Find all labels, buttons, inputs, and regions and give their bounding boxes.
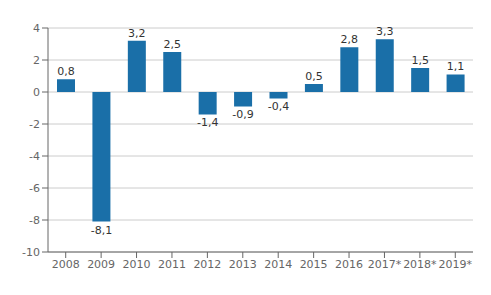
svg-text:2010: 2010 <box>123 258 151 271</box>
svg-text:-10: -10 <box>22 246 40 259</box>
svg-text:0,8: 0,8 <box>57 65 75 78</box>
svg-text:1,5: 1,5 <box>411 54 429 67</box>
svg-text:2017*: 2017* <box>368 258 402 271</box>
svg-text:2: 2 <box>33 54 40 67</box>
svg-text:2009: 2009 <box>87 258 115 271</box>
svg-text:2014: 2014 <box>264 258 292 271</box>
svg-text:2018*: 2018* <box>403 258 437 271</box>
svg-text:2015: 2015 <box>300 258 328 271</box>
svg-text:2,5: 2,5 <box>164 38 182 51</box>
svg-text:2011: 2011 <box>158 258 186 271</box>
svg-text:-2: -2 <box>29 118 40 131</box>
svg-text:1,1: 1,1 <box>447 60 465 73</box>
svg-text:-8,1: -8,1 <box>91 224 112 237</box>
svg-text:-8: -8 <box>29 214 40 227</box>
svg-text:2012: 2012 <box>193 258 221 271</box>
svg-text:-1,4: -1,4 <box>197 116 218 129</box>
svg-text:3,3: 3,3 <box>376 25 394 38</box>
svg-text:3,2: 3,2 <box>128 27 146 40</box>
svg-text:2008: 2008 <box>52 258 80 271</box>
svg-text:2,8: 2,8 <box>341 33 359 46</box>
svg-text:2016: 2016 <box>335 258 363 271</box>
svg-text:2019*: 2019* <box>439 258 473 271</box>
svg-text:2013: 2013 <box>229 258 257 271</box>
svg-text:-6: -6 <box>29 182 40 195</box>
svg-text:4: 4 <box>33 22 40 35</box>
svg-text:0: 0 <box>33 86 40 99</box>
svg-text:-0,4: -0,4 <box>268 100 289 113</box>
svg-text:-0,9: -0,9 <box>232 108 253 121</box>
svg-text:0,5: 0,5 <box>305 70 323 83</box>
svg-text:-4: -4 <box>29 150 40 163</box>
